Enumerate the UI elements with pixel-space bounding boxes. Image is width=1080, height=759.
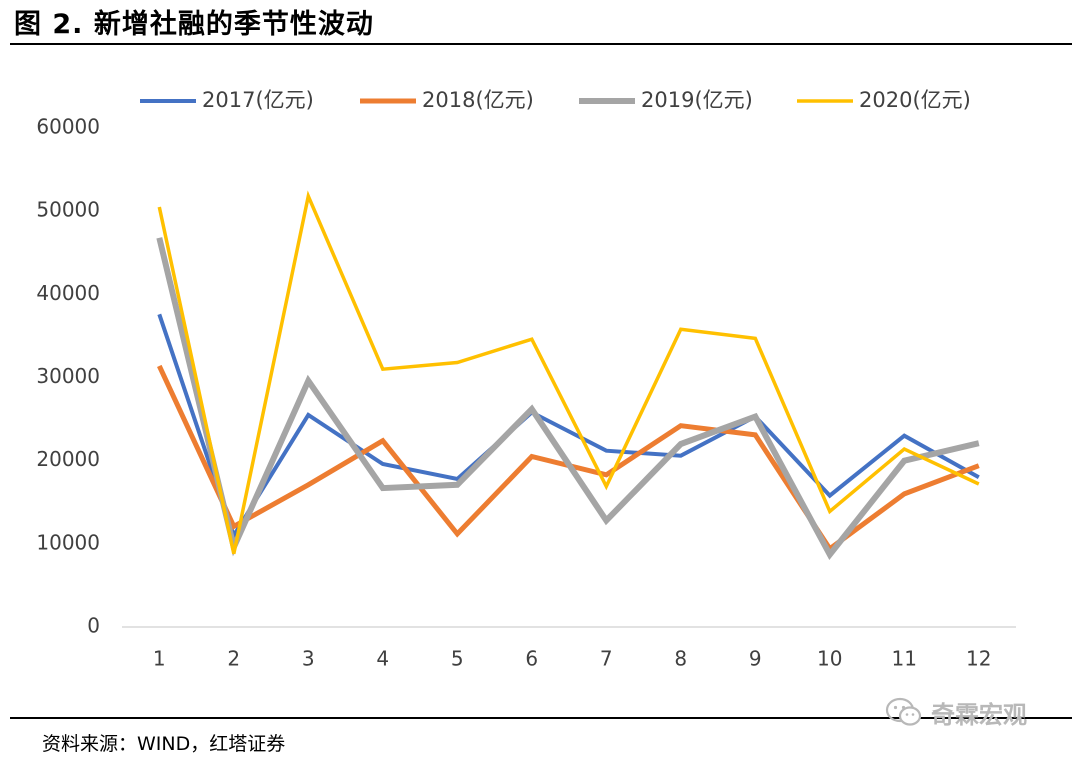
series-line-2017 <box>157 313 980 541</box>
legend-label: 2018(亿元) <box>422 88 534 112</box>
top-rule <box>10 43 1072 45</box>
x-tick-label: 7 <box>600 647 613 671</box>
y-tick-label: 40000 <box>36 281 100 305</box>
y-tick-label: 30000 <box>36 364 100 388</box>
legend-label: 2019(亿元) <box>641 88 753 112</box>
y-tick-label: 50000 <box>36 198 100 222</box>
x-tick-label: 8 <box>674 647 687 671</box>
x-tick-label: 11 <box>892 647 917 671</box>
x-tick-label: 2 <box>227 647 240 671</box>
source-note: 资料来源：WIND，红塔证券 <box>42 733 286 755</box>
x-tick-label: 1 <box>153 647 166 671</box>
y-tick-label: 0 <box>87 614 100 638</box>
x-tick-label: 3 <box>302 647 315 671</box>
watermark: 奇霖宏观 <box>885 694 1027 730</box>
legend-label: 2020(亿元) <box>859 88 971 112</box>
x-tick-label: 4 <box>376 647 389 671</box>
x-tick-label: 9 <box>749 647 762 671</box>
x-tick-label: 5 <box>451 647 464 671</box>
series-line-2019 <box>156 237 980 561</box>
legend-label: 2017(亿元) <box>202 88 314 112</box>
series-lines <box>156 190 980 561</box>
y-tick-label: 10000 <box>36 530 100 554</box>
x-axis-ticks: 1 2 3 4 5 6 7 8 9 10 11 12 <box>153 647 992 671</box>
wechat-icon <box>885 697 922 726</box>
y-tick-label: 20000 <box>36 447 100 471</box>
x-tick-label: 12 <box>966 647 991 671</box>
series-line-2020 <box>157 190 980 555</box>
y-axis-ticks: 0 10000 20000 30000 40000 50000 60000 <box>36 115 100 638</box>
bottom-rule <box>10 717 1072 719</box>
figure-title: 图 2. 新增社融的季节性波动 <box>14 9 374 40</box>
watermark-text: 奇霖宏观 <box>931 700 1027 729</box>
x-tick-label: 10 <box>817 647 842 671</box>
y-tick-label: 60000 <box>36 115 100 139</box>
legend: 2017(亿元) 2018(亿元) 2019(亿元) 2020(亿元) <box>140 88 971 112</box>
x-tick-label: 6 <box>525 647 538 671</box>
